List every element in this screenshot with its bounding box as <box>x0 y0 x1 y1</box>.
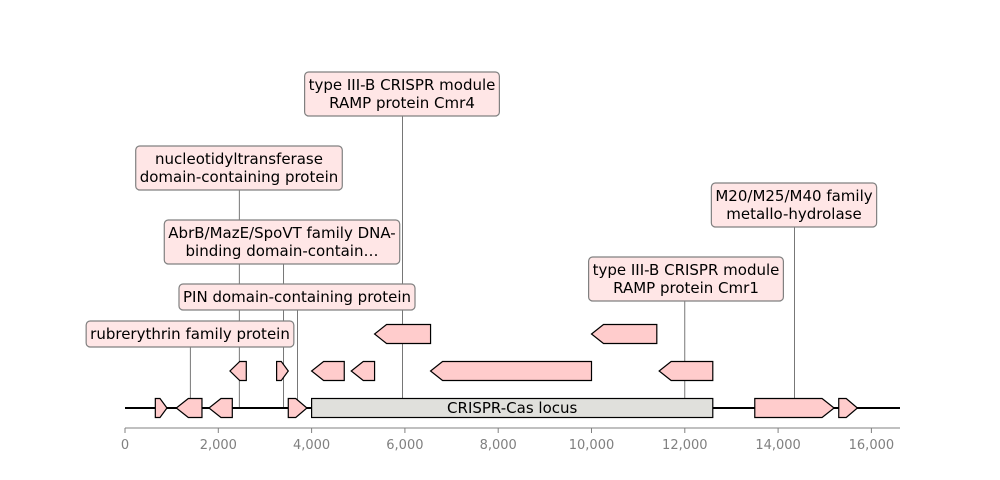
x-tick-label: 16,000 <box>849 438 895 453</box>
gene-arrow-f3 <box>208 397 233 419</box>
label-text-line: type III-B CRISPR module <box>593 261 780 279</box>
gene-labels: rubrerythrin family protein PIN domain-co… <box>85 71 878 348</box>
gene-arrow-f1 <box>154 397 168 419</box>
gene-arrow-f12 <box>658 360 714 382</box>
x-tick-label: 8,000 <box>480 438 517 453</box>
label-text-line: nucleotidyltransferase <box>155 150 323 168</box>
label-text-line: metallo-hydrolase <box>726 205 861 223</box>
gene-label-l2: PIN domain-containing protein <box>178 283 416 311</box>
label-box <box>710 182 878 228</box>
label-box <box>85 320 295 348</box>
locus-label: CRISPR-Cas locus <box>447 399 577 417</box>
label-text-line: type III-B CRISPR module <box>309 76 496 94</box>
gene-arrow-f5 <box>754 397 836 419</box>
gene-features <box>154 323 859 419</box>
gene-arrow-f8 <box>276 360 290 382</box>
gene-arrow-f2 <box>175 397 203 419</box>
gene-arrow-f7 <box>229 360 247 382</box>
x-axis: 0 2,000 4,000 6,000 8,000 10,000 12,000 14,000 1… <box>121 427 900 453</box>
gene-label-l4: nucleotidyltransferasedomain-containing … <box>135 145 343 191</box>
x-tick-label: 6,000 <box>386 438 423 453</box>
gene-arrow-f9 <box>310 360 345 382</box>
gene-label-l1: rubrerythrin family protein <box>85 320 295 348</box>
x-tick-label: 4,000 <box>293 438 330 453</box>
label-text-line: RAMP protein Cmr4 <box>329 94 475 112</box>
label-text-line: rubrerythrin family protein <box>90 325 290 343</box>
label-box <box>588 256 784 302</box>
x-tick-label: 10,000 <box>569 438 615 453</box>
label-box <box>163 219 401 265</box>
gene-arrow-f13 <box>373 323 432 345</box>
locus-box <box>311 397 714 419</box>
label-text-line: domain-containing protein <box>140 168 339 186</box>
label-box <box>178 283 416 311</box>
label-text-line: RAMP protein Cmr1 <box>613 279 759 297</box>
gene-label-l3: AbrB/MazE/SpoVT family DNA-binding domai… <box>163 219 401 265</box>
label-box <box>304 71 500 117</box>
x-tick-label: 14,000 <box>755 438 801 453</box>
label-box <box>135 145 343 191</box>
label-text-line: binding domain-contain… <box>186 242 379 260</box>
x-tick-label: 2,000 <box>200 438 237 453</box>
gene-arrow-f4 <box>287 397 308 419</box>
gene-arrow-f14 <box>590 323 658 345</box>
x-tick-label: 12,000 <box>662 438 708 453</box>
gene-arrow-f10 <box>350 360 376 382</box>
label-text-line: AbrB/MazE/SpoVT family DNA- <box>168 224 395 242</box>
gene-arrow-f11 <box>429 360 593 382</box>
label-text-line: PIN domain-containing protein <box>183 288 411 306</box>
label-text-line: M20/M25/M40 family <box>715 187 872 205</box>
gene-arrow-f6 <box>838 397 859 419</box>
x-tick-label: 0 <box>121 438 129 453</box>
crispr-cas-locus: CRISPR-Cas locus <box>311 397 714 419</box>
